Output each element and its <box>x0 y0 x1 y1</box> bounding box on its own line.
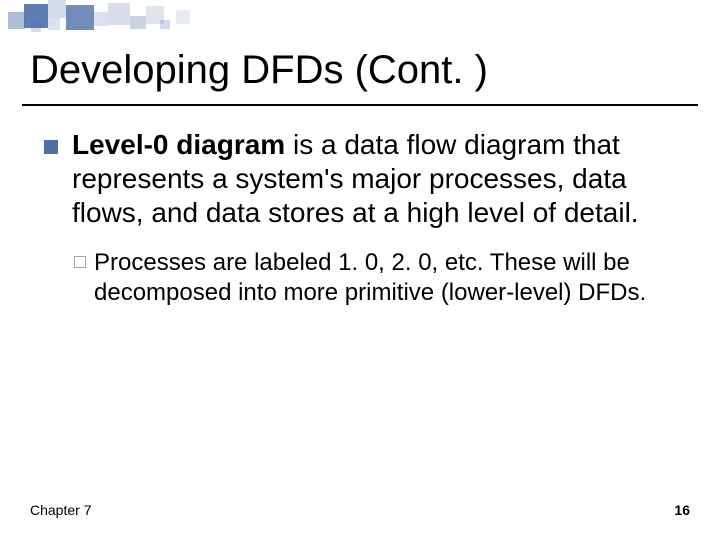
hollow-square-bullet-icon <box>74 256 86 268</box>
footer-page-number: 16 <box>674 502 690 518</box>
square-bullet-icon <box>44 140 58 154</box>
sub-bullet-lead: Processes <box>94 249 206 276</box>
bold-term: Level-0 diagram <box>72 129 285 160</box>
sub-bullet: Processes are labeled 1. 0, 2. 0, etc. T… <box>74 248 684 307</box>
slide-title: Developing DFDs (Cont. ) <box>30 48 488 93</box>
title-rule <box>22 104 698 106</box>
main-bullet-text: Level-0 diagram is a data flow diagram t… <box>72 128 684 230</box>
footer-chapter: Chapter 7 <box>30 502 91 518</box>
header-decoration <box>0 0 720 34</box>
slide-body: Level-0 diagram is a data flow diagram t… <box>44 128 684 307</box>
sub-bullet-text: Processes are labeled 1. 0, 2. 0, etc. T… <box>94 248 684 307</box>
main-bullet: Level-0 diagram is a data flow diagram t… <box>44 128 684 230</box>
